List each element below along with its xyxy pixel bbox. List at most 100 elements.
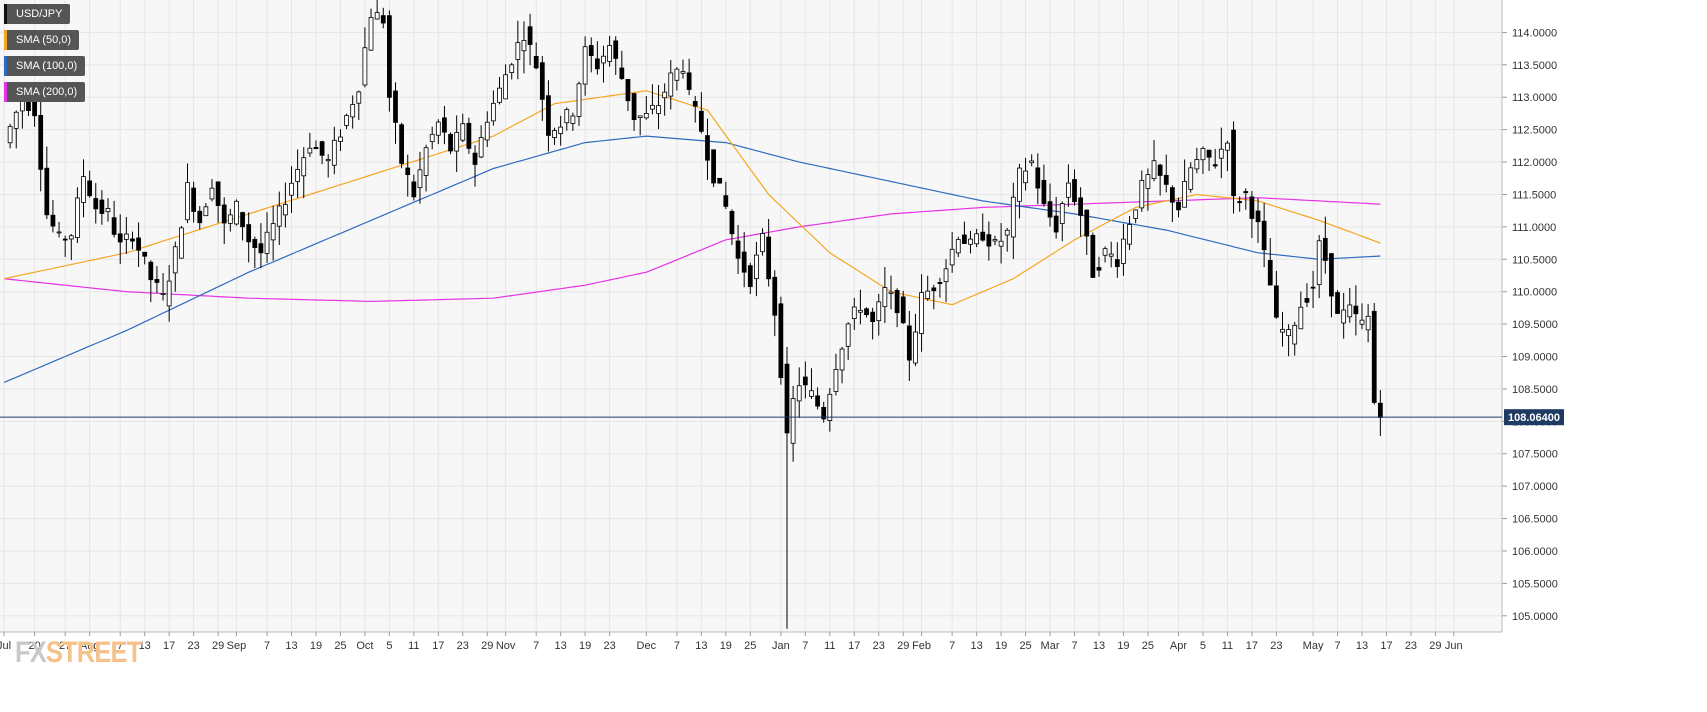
- candle-body: [1182, 181, 1187, 208]
- candle-body: [1206, 149, 1212, 158]
- candle-body: [576, 83, 582, 117]
- y-tick-label: 113.0000: [1512, 92, 1557, 104]
- candle-body: [625, 79, 631, 102]
- candle-body: [13, 111, 19, 129]
- candle-body: [270, 223, 276, 241]
- candle-body: [815, 395, 820, 407]
- x-tick-label: Nov: [496, 640, 516, 652]
- candle-body: [1310, 286, 1316, 289]
- candle-body: [1078, 197, 1083, 216]
- candle-body: [1145, 174, 1151, 189]
- candle-body: [717, 177, 723, 184]
- candle-body: [1255, 210, 1261, 223]
- candle-body: [527, 26, 533, 45]
- candle-body: [362, 47, 368, 86]
- y-tick-label: 105.5000: [1512, 578, 1558, 590]
- candle-body: [380, 15, 386, 24]
- x-tick-label: 29: [897, 640, 909, 652]
- legend-sma50[interactable]: SMA (50,0): [4, 30, 80, 50]
- x-tick-label: 19: [995, 640, 1007, 652]
- candle-body: [252, 238, 258, 248]
- x-tick-label: Feb: [912, 640, 931, 652]
- x-tick-label: 17: [1246, 640, 1258, 652]
- candle-body: [203, 206, 209, 217]
- legend-sma100[interactable]: SMA (100,0): [4, 56, 86, 76]
- x-tick-label: 23: [1270, 640, 1282, 652]
- candle-body: [882, 287, 888, 308]
- candle-body: [130, 238, 135, 242]
- candle-body: [509, 64, 515, 74]
- x-tick-label: 25: [1142, 640, 1154, 652]
- x-tick-label: 7: [533, 640, 539, 652]
- candle-body: [980, 231, 986, 241]
- x-tick-label: Apr: [1170, 640, 1187, 652]
- candle-body: [142, 251, 148, 257]
- candle-body: [1212, 164, 1218, 167]
- x-tick-label: 29: [481, 640, 493, 652]
- candle-body: [295, 169, 301, 182]
- candle-body: [1151, 160, 1157, 180]
- candle-body: [637, 115, 643, 118]
- candle-body: [1304, 297, 1310, 303]
- candle-body: [289, 182, 294, 196]
- candle-body: [1041, 179, 1047, 204]
- x-tick-label: 13: [1356, 640, 1368, 652]
- x-tick-label: 13: [139, 640, 151, 652]
- candle-body: [75, 197, 80, 238]
- candle-body: [809, 390, 814, 397]
- candle-body: [276, 205, 282, 227]
- candle-body: [955, 239, 961, 254]
- candle-body: [454, 132, 460, 152]
- y-tick-label: 110.5000: [1512, 254, 1557, 266]
- candle-body: [900, 296, 906, 324]
- sma50-line: [3, 90, 1381, 306]
- candle-body: [533, 56, 539, 69]
- y-tick-label: 105.0000: [1512, 611, 1558, 623]
- candle-body: [619, 67, 625, 79]
- candle-body: [662, 91, 668, 99]
- candle-body: [1267, 259, 1273, 286]
- candle-body: [301, 157, 307, 177]
- candle-body: [32, 100, 37, 117]
- legend-usdjpy[interactable]: USD/JPY: [4, 4, 71, 24]
- x-tick-label: 7: [117, 640, 123, 652]
- candle-body: [1114, 259, 1120, 268]
- legend-sma200[interactable]: SMA (200,0): [4, 82, 86, 102]
- candle-body: [613, 40, 619, 59]
- candle-body: [760, 233, 765, 253]
- x-tick-label: 5: [386, 640, 392, 652]
- candle-body: [387, 15, 392, 98]
- candle-body: [466, 122, 472, 149]
- x-tick-label: Oct: [356, 640, 373, 652]
- candle-body: [650, 104, 655, 110]
- candle-body: [845, 323, 851, 347]
- candle-body: [356, 91, 362, 104]
- y-tick-label: 107.5000: [1512, 449, 1558, 461]
- x-tick-label: Jun: [1445, 640, 1463, 652]
- x-tick-label: 7: [674, 640, 680, 652]
- candle-body: [802, 376, 808, 386]
- legend-label: SMA (100,0): [16, 60, 78, 72]
- candle-body: [7, 126, 13, 144]
- y-tick-label: 112.5000: [1512, 125, 1557, 137]
- x-tick-label: May: [1303, 640, 1324, 652]
- candle-body: [442, 117, 447, 133]
- candle-body: [729, 211, 735, 235]
- x-tick-label: 13: [555, 640, 567, 652]
- candle-body: [1084, 209, 1090, 237]
- candle-body: [992, 239, 998, 242]
- candle-body: [546, 95, 551, 136]
- candle-body: [1322, 237, 1328, 261]
- candle-body: [154, 279, 160, 283]
- x-tick-label: 7: [1334, 640, 1340, 652]
- candle-body: [417, 169, 423, 189]
- x-tick-label: 23: [457, 640, 469, 652]
- candle-body: [1231, 129, 1236, 197]
- x-tick-label: 7: [802, 640, 808, 652]
- candle-body: [539, 62, 545, 100]
- x-tick-label: Jul: [0, 640, 11, 652]
- candle-body: [44, 167, 50, 216]
- candle-body: [325, 159, 331, 162]
- candle-body: [221, 204, 227, 224]
